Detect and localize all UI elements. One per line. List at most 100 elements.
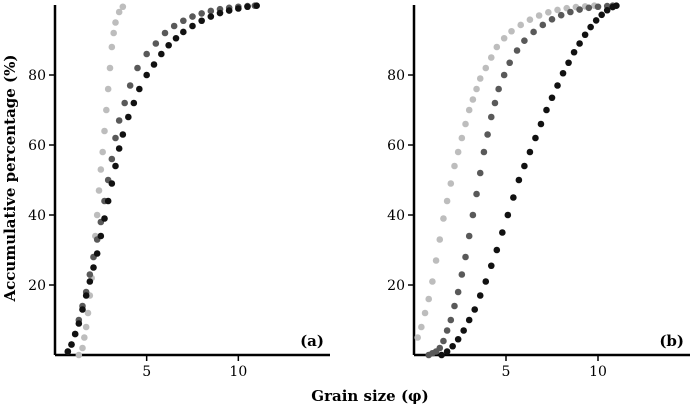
data-point xyxy=(482,64,490,72)
y-tick-label: 40 xyxy=(387,208,405,224)
x-axis-title: Grain size (φ) xyxy=(311,387,428,405)
x-tick-label: 5 xyxy=(502,364,511,380)
data-point xyxy=(548,94,556,102)
data-point xyxy=(207,7,215,15)
data-point xyxy=(64,348,72,355)
data-point xyxy=(513,47,521,54)
data-point xyxy=(418,323,425,331)
data-point xyxy=(84,309,92,317)
data-point xyxy=(130,99,138,107)
data-point xyxy=(465,232,473,240)
data-point xyxy=(473,190,480,198)
data-point xyxy=(500,71,508,79)
data-point xyxy=(458,271,466,278)
data-point xyxy=(158,50,165,58)
data-point xyxy=(165,41,172,49)
y-tick-label: 60 xyxy=(387,138,405,154)
data-point xyxy=(557,11,565,19)
data-point xyxy=(189,22,196,30)
data-point xyxy=(449,342,456,350)
panel-b: 20 40 60 80 5 10 (b) xyxy=(387,2,690,380)
data-point xyxy=(585,4,593,12)
data-point xyxy=(436,344,444,352)
data-point xyxy=(108,43,116,51)
y-tick-label: 80 xyxy=(28,68,46,84)
data-point xyxy=(93,211,101,219)
data-point xyxy=(613,2,620,10)
x-tick-label: 10 xyxy=(229,364,247,380)
data-point xyxy=(465,316,473,324)
data-point xyxy=(82,323,90,331)
data-point xyxy=(172,34,180,42)
data-point xyxy=(414,334,421,341)
data-point xyxy=(180,17,187,25)
data-point xyxy=(253,2,260,10)
data-point xyxy=(79,306,86,313)
data-point xyxy=(545,9,552,16)
data-point xyxy=(517,21,525,29)
data-point xyxy=(469,96,477,103)
data-point xyxy=(198,10,205,17)
data-point xyxy=(244,3,251,11)
data-point xyxy=(515,176,523,184)
data-point xyxy=(126,82,134,89)
data-point xyxy=(493,43,501,51)
data-point xyxy=(508,27,515,35)
data-point xyxy=(598,11,605,19)
data-point xyxy=(115,8,123,16)
data-point xyxy=(115,145,123,152)
data-point xyxy=(476,169,484,177)
data-point xyxy=(487,54,495,61)
data-point xyxy=(521,162,528,170)
data-point xyxy=(535,12,543,19)
data-point xyxy=(134,64,141,72)
data-point xyxy=(95,187,103,194)
data-point xyxy=(480,148,488,156)
data-point xyxy=(559,69,567,77)
panel-label: (a) xyxy=(300,332,324,350)
data-point xyxy=(112,162,119,170)
y-tick-label: 40 xyxy=(28,208,46,224)
data-point xyxy=(421,309,429,317)
data-point xyxy=(198,17,205,25)
data-point xyxy=(491,99,499,107)
data-point xyxy=(476,292,484,299)
data-point xyxy=(71,330,79,338)
y-axis-title: Accumulative percentage (%) xyxy=(1,55,19,303)
data-point xyxy=(451,162,458,170)
data-point xyxy=(86,271,94,278)
data-point xyxy=(235,5,242,12)
data-point xyxy=(119,131,127,138)
y-tick-label: 20 xyxy=(387,278,405,294)
data-point xyxy=(79,344,86,352)
data-point xyxy=(521,37,528,44)
data-point xyxy=(592,17,600,24)
data-point xyxy=(537,120,545,128)
data-point xyxy=(119,3,127,11)
data-point xyxy=(454,288,462,296)
panel-label: (b) xyxy=(659,332,684,350)
data-point xyxy=(447,180,455,187)
data-point xyxy=(460,327,467,334)
data-point xyxy=(594,3,602,11)
data-point xyxy=(161,29,169,37)
panel-a: 20 40 60 80 5 10 (a) xyxy=(28,2,330,380)
data-point xyxy=(112,19,119,26)
data-point xyxy=(570,48,578,56)
data-point xyxy=(75,351,83,359)
data-point xyxy=(495,85,502,93)
data-point xyxy=(587,23,594,31)
data-point xyxy=(75,320,83,327)
x-tick-label: 5 xyxy=(142,364,151,380)
data-point xyxy=(548,16,556,23)
data-point xyxy=(110,29,117,37)
data-point xyxy=(581,31,589,39)
data-point xyxy=(440,337,447,345)
data-point xyxy=(436,236,444,243)
y-tick-label: 80 xyxy=(387,68,405,84)
data-point xyxy=(554,6,561,14)
data-point xyxy=(115,117,123,124)
data-point xyxy=(104,85,112,93)
data-point xyxy=(473,85,480,93)
data-point xyxy=(106,64,114,72)
